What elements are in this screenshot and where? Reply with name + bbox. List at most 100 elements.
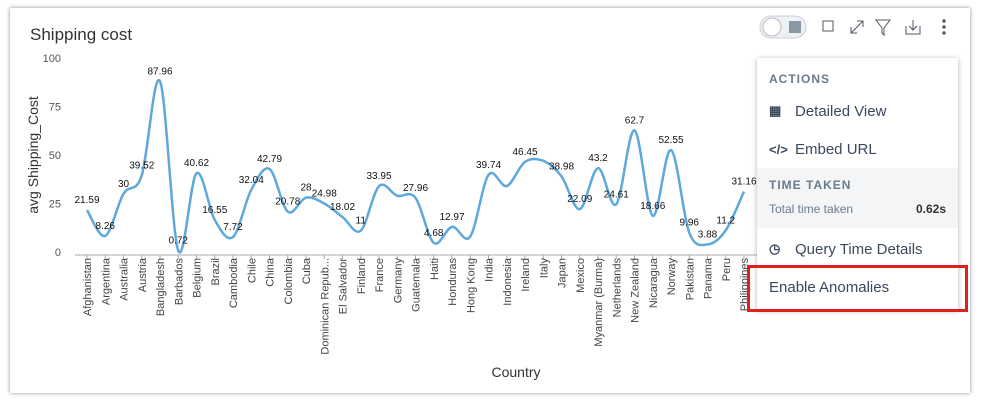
data-label: 32.04: [239, 175, 264, 186]
menu-heading: TIME TAKEN: [769, 178, 852, 192]
x-axis-title: Country: [491, 364, 540, 380]
x-tick-label: New Zealand: [630, 258, 642, 323]
x-tick-label: Honduras: [447, 258, 459, 306]
data-label: 87.96: [147, 66, 172, 77]
data-label: 38.98: [549, 161, 574, 172]
more-button[interactable]: [942, 19, 946, 35]
x-tick-label: Nicaragua: [648, 257, 660, 308]
highlight-box: [747, 265, 968, 312]
chart-view-button[interactable]: [762, 17, 782, 37]
x-tick-label: Germany: [392, 258, 404, 304]
data-label: 31.16: [731, 177, 756, 188]
copy-button[interactable]: [822, 20, 834, 32]
data-label: 12.97: [439, 212, 464, 223]
total-time-row: Total time taken 0.62s: [757, 198, 958, 228]
x-tick-label: Cuba: [301, 257, 313, 284]
x-tick-label: Pakistan: [684, 258, 696, 300]
menu-item[interactable]: ◷ Query Time Details: [769, 240, 923, 258]
x-tick-label: Mexico: [575, 258, 587, 293]
x-tick-label: Barbados: [173, 258, 185, 306]
line-series: [85, 78, 746, 254]
expand-button[interactable]: [850, 20, 864, 34]
data-label: 27.96: [403, 183, 428, 194]
x-tick-label: Peru: [721, 258, 733, 281]
x-tick-label: Argentina: [100, 257, 112, 305]
data-label: 11: [356, 216, 367, 227]
y-axis-title: avg Shipping_Cost: [25, 96, 41, 214]
x-tick-label: Dominican Repub...: [319, 258, 331, 355]
x-tick-label: Cambodia: [228, 257, 240, 308]
data-label: 33.95: [366, 171, 391, 182]
menu-heading: ACTIONS: [769, 72, 830, 86]
data-label: 18.02: [330, 202, 355, 213]
x-tick-label: El Salvador: [338, 258, 350, 315]
menu-item-label: Embed URL: [795, 140, 877, 158]
x-tick-label: Bangladesh: [155, 258, 167, 316]
x-tick-label: Indonesia: [502, 257, 514, 306]
actions-menu: ACTIONS ▦ Detailed View </> Embed URL TIME…: [757, 58, 958, 310]
data-label: 22.09: [567, 194, 592, 205]
x-tick-label: Italy: [538, 258, 550, 279]
y-tick-label: 0: [55, 247, 61, 259]
y-tick-label: 50: [49, 150, 61, 162]
data-label: 16.55: [202, 205, 227, 216]
data-label: 3.88: [698, 229, 718, 240]
data-label: 4.68: [424, 228, 444, 239]
menu-item[interactable]: Enable Anomalies: [757, 268, 958, 306]
data-label: 18.66: [640, 201, 665, 212]
total-time-label: Total time taken: [769, 202, 854, 216]
x-tick-label: Panama: [703, 257, 715, 299]
y-tick-label: 25: [49, 199, 61, 211]
x-tick-label: Haiti: [429, 258, 441, 280]
menu-item-label: Detailed View: [795, 102, 887, 120]
data-label: 21.59: [74, 195, 99, 206]
x-tick-label: Myanmar (Burma): [593, 258, 605, 347]
data-label: 11.2: [716, 215, 735, 226]
x-tick-label: Hong Kong: [465, 258, 477, 313]
data-label: 40.62: [184, 158, 209, 169]
x-tick-label: Norway: [666, 258, 678, 296]
toolbar: [759, 15, 946, 39]
filter-button[interactable]: [875, 19, 891, 37]
x-tick-label: France: [374, 258, 386, 292]
table-view-button[interactable]: [789, 21, 801, 33]
total-time-value: 0.62s: [915, 202, 946, 216]
data-label: 42.79: [257, 154, 282, 165]
data-label: 7.72: [223, 222, 243, 233]
x-tick-label: Brazil: [210, 258, 222, 286]
chart-title: Shipping cost: [30, 25, 133, 44]
x-tick-label: Chile: [246, 258, 258, 283]
x-tick-label: China: [265, 257, 277, 287]
x-tick-label: Austria: [137, 257, 149, 292]
data-label: 0.72: [169, 236, 189, 247]
x-tick-label: Colombia: [283, 257, 295, 304]
x-tick-label: India: [484, 257, 496, 282]
data-label: 62.7: [625, 115, 645, 126]
x-tick-label: Japan: [557, 258, 569, 288]
data-label: 39.74: [476, 160, 501, 171]
menu-item[interactable]: </> Embed URL: [769, 140, 877, 158]
data-label: 24.61: [604, 189, 629, 200]
x-tick-label: Ireland: [520, 258, 532, 292]
x-tick-label: Belgium: [192, 258, 204, 298]
x-tick-label: Afghanistan: [82, 258, 94, 316]
data-label: 20.78: [275, 197, 300, 208]
x-tick-label: Finland: [356, 258, 368, 294]
data-label: 46.45: [512, 147, 537, 158]
x-tick-label: Netherlands: [611, 258, 623, 318]
data-label: 30: [118, 179, 130, 190]
data-label: 39.52: [129, 160, 154, 171]
menu-item-label: Query Time Details: [795, 240, 923, 258]
menu-item-label: Enable Anomalies: [769, 278, 890, 296]
data-label: 52.55: [658, 135, 683, 146]
menu-item[interactable]: ▦ Detailed View: [769, 102, 887, 120]
time-section: TIME TAKEN Total time taken 0.62s: [757, 168, 958, 228]
data-label: 8.26: [96, 221, 116, 232]
data-label: 43.2: [588, 153, 608, 164]
x-tick-label: Australia: [119, 257, 131, 301]
download-button[interactable]: [905, 20, 921, 35]
data-label: 28: [300, 183, 312, 194]
x-tick-label: Guatemala: [411, 257, 423, 312]
